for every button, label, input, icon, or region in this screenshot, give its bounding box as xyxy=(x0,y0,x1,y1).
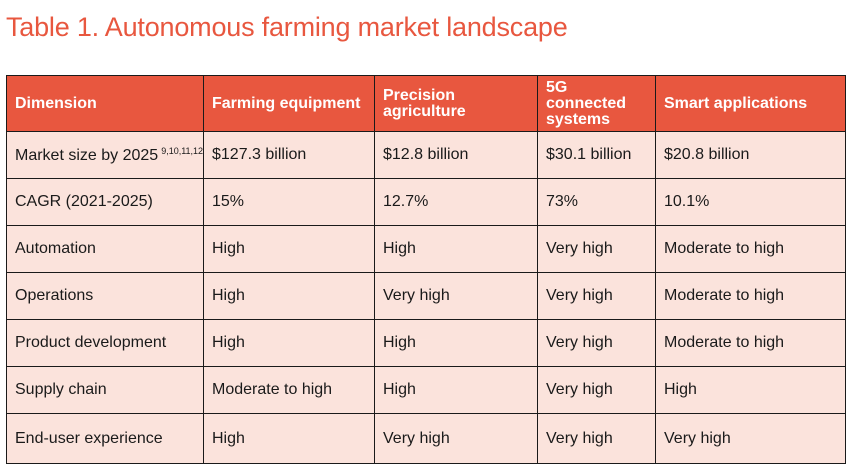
row-label-product-development: Product development xyxy=(6,319,204,367)
table-cell: $20.8 billion xyxy=(655,131,846,179)
table-cell: Very high xyxy=(537,225,656,273)
table-cell: High xyxy=(203,272,375,320)
table-cell: 73% xyxy=(537,178,656,226)
table-cell: Moderate to high xyxy=(655,272,846,320)
table-cell: 10.1% xyxy=(655,178,846,226)
row-label-text: Market size by 2025 xyxy=(15,146,159,164)
row-label-cagr: CAGR (2021-2025) xyxy=(6,178,204,226)
table-header-row: Dimension Farming equipment Precision ag… xyxy=(6,75,846,132)
table-cell: High xyxy=(203,413,375,464)
table-cell: Moderate to high xyxy=(203,366,375,414)
row-label-operations: Operations xyxy=(6,272,204,320)
header-dimension: Dimension xyxy=(6,75,204,132)
table-title: Table 1. Autonomous farming market lands… xyxy=(6,12,568,42)
table-cell: High xyxy=(655,366,846,414)
table-cell: Moderate to high xyxy=(655,319,846,367)
table-row: CAGR (2021-2025) 15% 12.7% 73% 10.1% xyxy=(6,178,846,226)
table-cell: 15% xyxy=(203,178,375,226)
row-label-supply-chain: Supply chain xyxy=(6,366,204,414)
market-landscape-table: Dimension Farming equipment Precision ag… xyxy=(6,75,846,464)
header-5g-connected-systems: 5G connected systems xyxy=(537,75,656,132)
header-smart-applications: Smart applications xyxy=(655,75,846,132)
table-cell: 12.7% xyxy=(374,178,538,226)
table-cell: High xyxy=(374,366,538,414)
table-cell: $12.8 billion xyxy=(374,131,538,179)
table-row: Automation High High Very high Moderate … xyxy=(6,225,846,273)
table-cell: High xyxy=(374,319,538,367)
table-cell: $30.1 billion xyxy=(537,131,656,179)
table-row: Market size by 2025 9,10,11,12 $127.3 bil… xyxy=(6,131,846,179)
row-label-automation: Automation xyxy=(6,225,204,273)
table-row: Product development High High Very high … xyxy=(6,319,846,367)
table-cell: Moderate to high xyxy=(655,225,846,273)
header-farming-equipment: Farming equipment xyxy=(203,75,375,132)
reference-superscript: 9,10,11,12 xyxy=(161,145,204,156)
row-label-market-size: Market size by 2025 9,10,11,12 xyxy=(6,131,204,179)
table-cell: Very high xyxy=(537,272,656,320)
table-cell: High xyxy=(203,319,375,367)
table-cell: Very high xyxy=(655,413,846,464)
table-cell: $127.3 billion xyxy=(203,131,375,179)
table-cell: High xyxy=(374,225,538,273)
table-cell: Very high xyxy=(537,319,656,367)
table-cell: Very high xyxy=(374,413,538,464)
table-row: Supply chain Moderate to high High Very … xyxy=(6,366,846,414)
row-label-end-user-experience: End-user experience xyxy=(6,413,204,464)
table-cell: Very high xyxy=(537,413,656,464)
table-row: End-user experience High Very high Very … xyxy=(6,413,846,464)
header-precision-agriculture: Precision agriculture xyxy=(374,75,538,132)
table-cell: Very high xyxy=(537,366,656,414)
table-cell: Very high xyxy=(374,272,538,320)
table-row: Operations High Very high Very high Mode… xyxy=(6,272,846,320)
table-cell: High xyxy=(203,225,375,273)
